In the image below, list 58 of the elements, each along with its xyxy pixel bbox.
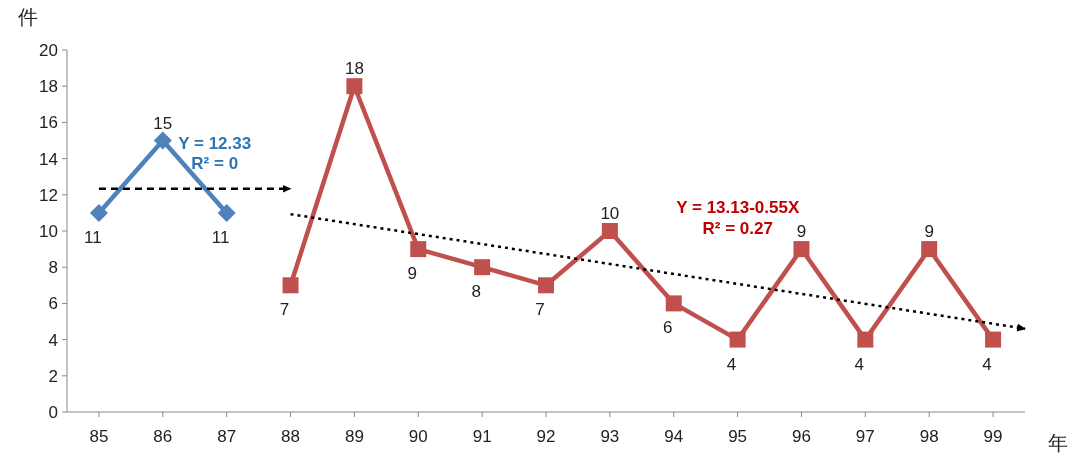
point [921,241,938,258]
point [346,78,363,95]
y-tick-label: 20 [39,41,58,60]
y-tick-label: 12 [39,185,58,205]
point [153,131,172,150]
data-label: 8 [471,282,481,302]
series-label: Y = 12.33 R² = 0 [178,133,252,174]
x-tick-label: 88 [281,427,300,446]
x-tick-label: 90 [408,427,428,446]
point [474,259,491,276]
x-tick-label: 96 [792,427,811,446]
x-tick-label: 99 [983,427,1003,446]
y-tick-label: 10 [39,222,58,241]
point [857,331,874,348]
data-label: 11 [84,227,102,247]
point [217,203,236,222]
data-label: 15 [153,113,173,133]
x-tick-label: 95 [728,427,748,446]
point [985,331,1002,348]
ylabel: 件 [18,6,38,28]
data-label: 7 [535,300,545,320]
point [282,277,299,294]
point [729,331,746,348]
point [538,277,554,294]
data-label: 9 [924,222,934,242]
point [89,203,108,222]
y-tick-label: 6 [48,294,58,314]
data-label: 9 [407,264,417,284]
point [410,241,427,258]
x-tick-label: 94 [664,427,684,446]
x-tick-label: 89 [344,427,364,446]
x-tick-label: 85 [89,427,109,446]
x-tick-label: 98 [919,427,939,446]
x-tick-label: 87 [217,427,237,446]
x-tick-label: 92 [536,427,556,446]
y-tick-label: 4 [48,330,58,350]
y-tick-label: 14 [39,149,58,169]
data-label: 4 [982,354,992,374]
x-tick-label: 93 [600,427,620,446]
data-label: 11 [211,227,230,247]
data-label: 4 [726,354,737,374]
point [793,241,810,258]
data-label: 6 [663,318,673,338]
data-label: 7 [279,300,290,320]
x-tick-label: 91 [472,427,492,446]
x-tick-label: 97 [855,427,875,446]
data-label: 18 [344,59,364,79]
point [601,223,618,239]
y-tick-label: 18 [39,77,58,97]
y-tick-label: 2 [48,366,58,386]
y-tick-label: 8 [48,258,58,278]
x-tick-label: 86 [153,427,173,446]
y-tick-label: 16 [39,113,58,133]
point [665,295,682,312]
xlabel: 年 [1048,432,1068,454]
data-label: 10 [600,204,620,223]
data-label: 4 [854,354,865,374]
y-tick-label: 0 [48,403,58,422]
